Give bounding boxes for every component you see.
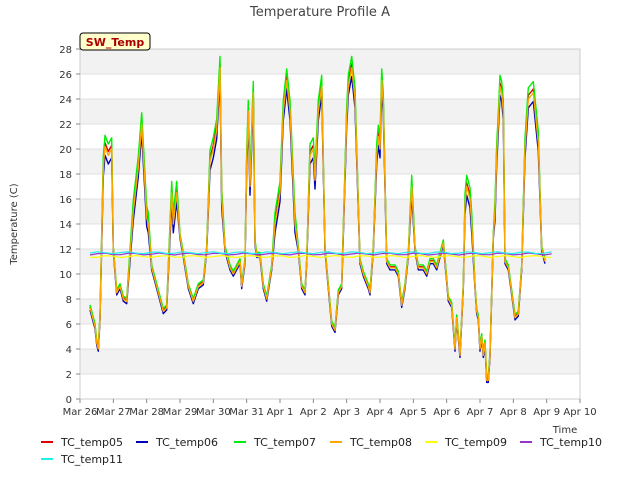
- x-tick-label: Mar 29: [163, 407, 198, 418]
- y-tick-label: 0: [66, 395, 72, 406]
- legend-swatch: [234, 441, 246, 443]
- series-lines: [89, 55, 552, 384]
- legend-label: TC_temp10: [540, 436, 603, 449]
- legend-item: TC_temp08: [330, 436, 412, 449]
- x-tick-label: Apr 8: [500, 407, 527, 418]
- legend-swatch: [136, 441, 148, 443]
- x-axis-label: Time: [552, 425, 577, 436]
- x-tick-label: Apr 7: [467, 407, 494, 418]
- x-tick-label: Mar 28: [129, 407, 164, 418]
- y-tick-label: 24: [59, 95, 72, 106]
- y-tick-label: 2: [66, 370, 72, 381]
- y-tick-label: 18: [59, 170, 72, 181]
- grid-band: [80, 224, 580, 249]
- x-tick-label: Mar 26: [63, 407, 98, 418]
- x-tick-label: Apr 10: [563, 407, 596, 418]
- x-tick-label: Apr 2: [300, 407, 327, 418]
- series-line-tc_temp08: [89, 67, 546, 381]
- legend-item: TC_temp09: [425, 436, 507, 449]
- legend-item: TC_temp07: [234, 436, 316, 449]
- x-tick-label: Apr 1: [267, 407, 294, 418]
- x-tick-label: Apr 5: [400, 407, 427, 418]
- legend-label: TC_temp08: [350, 436, 413, 449]
- y-tick-label: 8: [66, 295, 72, 306]
- legend-swatch: [41, 458, 53, 460]
- grid-band: [80, 74, 580, 99]
- y-tick-label: 6: [66, 320, 72, 331]
- legend-label: TC_temp11: [61, 453, 124, 466]
- x-tick-label: Mar 31: [229, 407, 264, 418]
- x-tick-label: Apr 3: [333, 407, 360, 418]
- legend-item: TC_temp11: [41, 453, 123, 466]
- legend-label: TC_temp09: [445, 436, 508, 449]
- legend-swatch: [330, 441, 342, 443]
- legend-item: TC_temp05: [41, 436, 123, 449]
- grid-band: [80, 49, 580, 74]
- y-tick-label: 14: [59, 220, 72, 231]
- grid-band: [80, 124, 580, 149]
- x-tick-label: Mar 27: [96, 407, 131, 418]
- x-tick-label: Mar 30: [196, 407, 231, 418]
- y-tick-label: 4: [66, 345, 72, 356]
- x-tick-label: Apr 9: [533, 407, 560, 418]
- y-tick-label: 22: [59, 120, 72, 131]
- grid-band: [80, 149, 580, 174]
- legend-label: TC_temp07: [254, 436, 317, 449]
- y-axis-label: Temperature (C): [9, 183, 20, 265]
- y-tick-label: 20: [59, 145, 72, 156]
- y-tick-label: 26: [59, 70, 72, 81]
- grid-band: [80, 349, 580, 374]
- y-tick-label: 12: [59, 245, 72, 256]
- legend-item: TC_temp10: [520, 436, 602, 449]
- chart-title: Temperature Profile A: [249, 5, 390, 20]
- x-tick-label: Apr 4: [367, 407, 394, 418]
- y-tick-label: 16: [59, 195, 72, 206]
- series-line-tc_temp11: [89, 251, 552, 255]
- grid-band: [80, 199, 580, 224]
- legend-swatch: [425, 441, 437, 443]
- legend-item: TC_temp06: [136, 436, 218, 449]
- grid-band: [80, 374, 580, 399]
- x-tick-label: Apr 6: [433, 407, 460, 418]
- legend-label: TC_temp06: [156, 436, 219, 449]
- annotation-label: SW_Temp: [86, 36, 145, 49]
- legend-swatch: [41, 441, 53, 443]
- legend-swatch: [520, 441, 532, 443]
- legend-label: TC_temp05: [61, 436, 124, 449]
- series-line-tc_temp09: [89, 254, 552, 259]
- grid-band: [80, 324, 580, 349]
- annotation-box: SW_Temp: [79, 32, 151, 51]
- legend: TC_temp05 TC_temp06 TC_temp07 TC_temp08 TC_t…: [0, 436, 640, 476]
- grid-band: [80, 99, 580, 124]
- y-tick-label: 28: [59, 45, 72, 56]
- y-tick-label: 10: [59, 270, 72, 281]
